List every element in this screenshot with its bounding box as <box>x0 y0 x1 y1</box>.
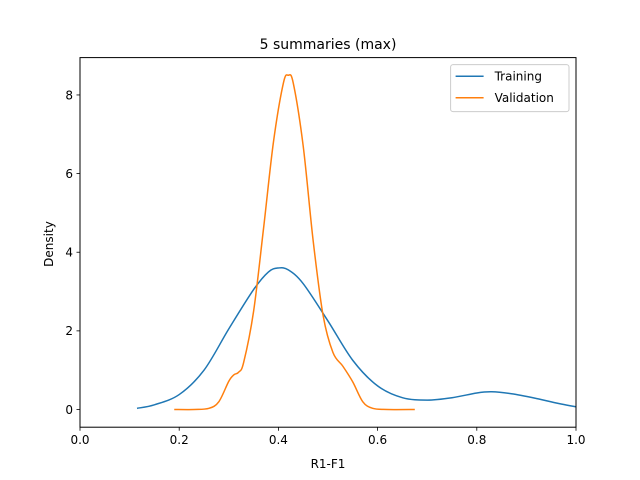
axes-frame <box>79 57 577 428</box>
y-tick-label: 4 <box>65 246 73 260</box>
x-axis-ticks: 0.0 0.2 0.4 0.6 0.8 1.0 <box>70 427 586 447</box>
x-tick-label: 0.4 <box>269 433 288 447</box>
x-tick-label: 0.6 <box>368 433 387 447</box>
legend-label: Validation <box>495 91 554 105</box>
y-tick-label: 0 <box>65 403 73 417</box>
x-tick-label: 0.8 <box>467 433 486 447</box>
y-tick-label: 8 <box>65 88 73 102</box>
y-axis-label: Density <box>42 221 56 267</box>
series-lines <box>136 73 576 411</box>
x-tick-label: 1.0 <box>566 433 585 447</box>
x-tick-label: 0.2 <box>170 433 189 447</box>
y-tick-label: 6 <box>65 167 73 181</box>
y-axis-ticks: 0 2 4 6 8 <box>65 88 80 417</box>
x-axis-label: R1-F1 <box>311 457 346 471</box>
series-line-validation <box>174 73 415 411</box>
series-line-training <box>136 266 576 410</box>
y-tick-label: 2 <box>65 324 73 338</box>
legend-label: Training <box>494 70 542 84</box>
legend: Training Validation <box>450 64 570 113</box>
x-tick-label: 0.0 <box>70 433 89 447</box>
chart-title: 5 summaries (max) <box>260 37 397 53</box>
